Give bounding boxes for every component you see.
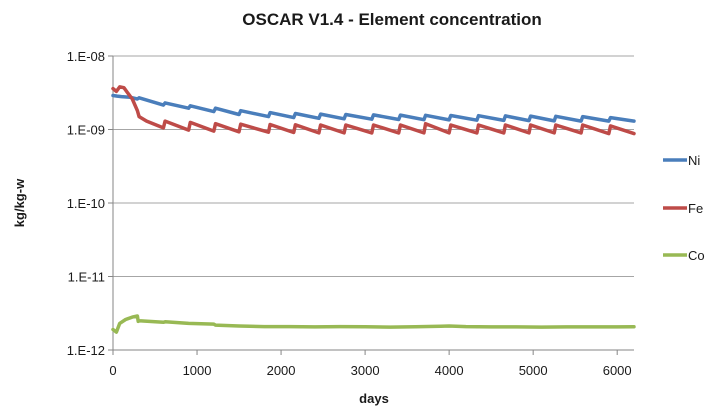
chart-title: OSCAR V1.4 - Element concentration bbox=[242, 10, 541, 29]
x-tick-label: 1000 bbox=[183, 363, 212, 378]
series-line-fe bbox=[111, 85, 636, 136]
y-axis-label: kg/kg-w bbox=[12, 178, 27, 227]
axes bbox=[108, 55, 634, 355]
data-series bbox=[111, 85, 636, 334]
x-tick-label: 2000 bbox=[267, 363, 296, 378]
legend: Ni Fe Co bbox=[663, 153, 705, 263]
y-tick-label: 1.E-09 bbox=[67, 123, 105, 138]
x-tick-label: 6000 bbox=[603, 363, 632, 378]
legend-label-ni: Ni bbox=[688, 153, 700, 168]
legend-label-fe: Fe bbox=[688, 201, 703, 216]
y-tick-label: 1.E-11 bbox=[68, 270, 105, 285]
x-tick-label: 5000 bbox=[519, 363, 548, 378]
tick-labels: 1.E-12 1.E-11 1.E-10 1.E-09 1.E-08 0 1000 2000 3… bbox=[67, 49, 632, 378]
legend-label-co: Co bbox=[688, 248, 705, 263]
x-tick-label: 4000 bbox=[435, 363, 464, 378]
y-tick-label: 1.E-08 bbox=[67, 49, 105, 64]
y-tick-label: 1.E-10 bbox=[67, 196, 105, 211]
x-tick-label: 3000 bbox=[351, 363, 380, 378]
series-line-co bbox=[111, 314, 636, 334]
y-tick-label: 1.E-12 bbox=[67, 343, 105, 358]
series-line-ni bbox=[111, 93, 636, 123]
x-tick-label: 0 bbox=[109, 363, 116, 378]
x-axis-label: days bbox=[359, 391, 389, 406]
gridlines bbox=[113, 55, 634, 277]
